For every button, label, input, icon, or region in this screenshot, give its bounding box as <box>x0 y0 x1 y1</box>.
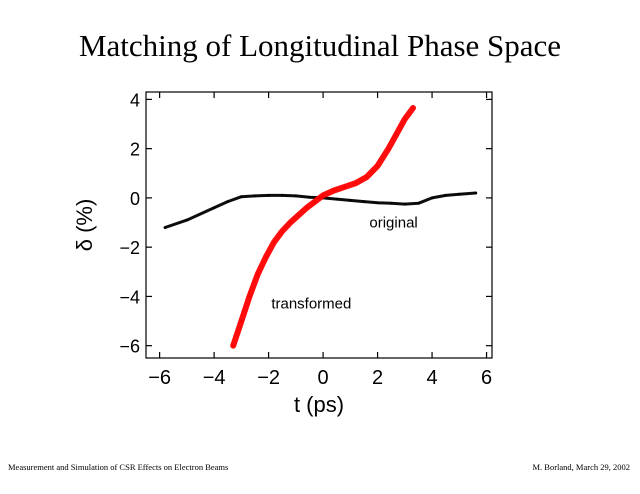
y-tick-label: 0 <box>130 189 140 209</box>
data-point-original <box>185 218 189 222</box>
series-line-original <box>163 191 478 229</box>
x-axis-label: t (ps) <box>294 392 344 417</box>
data-point-original <box>362 200 366 203</box>
data-point-transformed <box>305 206 309 210</box>
data-point-original <box>163 226 167 229</box>
data-point-transformed <box>387 147 390 150</box>
data-point-transformed <box>313 200 317 203</box>
annotation-label: transformed <box>271 296 351 313</box>
data-point-original <box>294 194 298 198</box>
annotation-label: original <box>369 214 417 231</box>
data-point-original <box>444 194 448 197</box>
x-tick-label: 0 <box>318 367 329 389</box>
data-point-transformed <box>240 319 243 323</box>
data-point-transformed <box>403 117 407 121</box>
data-point-transformed <box>256 273 260 276</box>
data-point-original <box>308 195 311 199</box>
y-axis-label: δ (%) <box>72 199 97 252</box>
x-tick-label: 4 <box>427 367 438 389</box>
data-point-transformed <box>272 240 276 244</box>
data-point-transformed <box>297 213 300 217</box>
data-point-transformed <box>231 344 235 348</box>
phase-space-chart: −6 −4 −2 0 2 4 6 −6 −4 −2 0 2 4 t (ps) δ (%) original t… <box>72 90 493 417</box>
x-tick-label: 6 <box>481 367 492 389</box>
data-point-transformed <box>264 255 268 259</box>
data-point-original <box>240 195 243 198</box>
y-tick-label: 4 <box>130 90 140 110</box>
data-point-transformed <box>395 132 398 136</box>
y-tick-label: −2 <box>119 238 140 258</box>
data-point-original <box>417 202 420 205</box>
data-point-transformed <box>332 189 336 192</box>
data-point-original <box>267 194 270 197</box>
y-tick-label: −4 <box>119 287 140 307</box>
data-point-original <box>253 194 257 198</box>
data-point-original <box>212 206 216 210</box>
data-point-original <box>335 197 339 201</box>
plot-frame <box>145 91 493 359</box>
data-point-transformed <box>248 295 251 298</box>
x-tick-label: −6 <box>148 367 171 389</box>
data-point-transformed <box>365 175 369 179</box>
data-point-original <box>474 191 478 195</box>
y-tick-label: 2 <box>130 140 140 160</box>
data-point-transformed <box>343 185 347 189</box>
data-point-transformed <box>280 229 284 233</box>
data-point-original <box>280 194 284 197</box>
data-point-original <box>349 199 352 202</box>
data-point-transformed <box>354 181 358 185</box>
data-point-original <box>226 200 229 203</box>
x-tick-label: −2 <box>257 367 280 389</box>
data-point-original <box>389 202 393 205</box>
x-tick-label: −4 <box>203 367 226 389</box>
footer-author-date: M. Borland, March 29, 2002 <box>532 462 630 472</box>
data-point-transformed <box>289 221 292 224</box>
y-tick-label: −6 <box>119 337 140 357</box>
data-point-transformed <box>376 164 379 168</box>
x-tick-label: 2 <box>372 367 383 389</box>
data-point-original <box>403 202 407 206</box>
data-point-original <box>458 192 461 196</box>
data-point-transformed <box>411 106 415 110</box>
data-point-transformed <box>321 194 325 197</box>
data-point-original <box>430 196 434 200</box>
footer-talk-title: Measurement and Simulation of CSR Effect… <box>8 462 229 472</box>
data-point-original <box>376 201 379 205</box>
slide-title: Matching of Longitudinal Phase Space <box>78 28 562 63</box>
